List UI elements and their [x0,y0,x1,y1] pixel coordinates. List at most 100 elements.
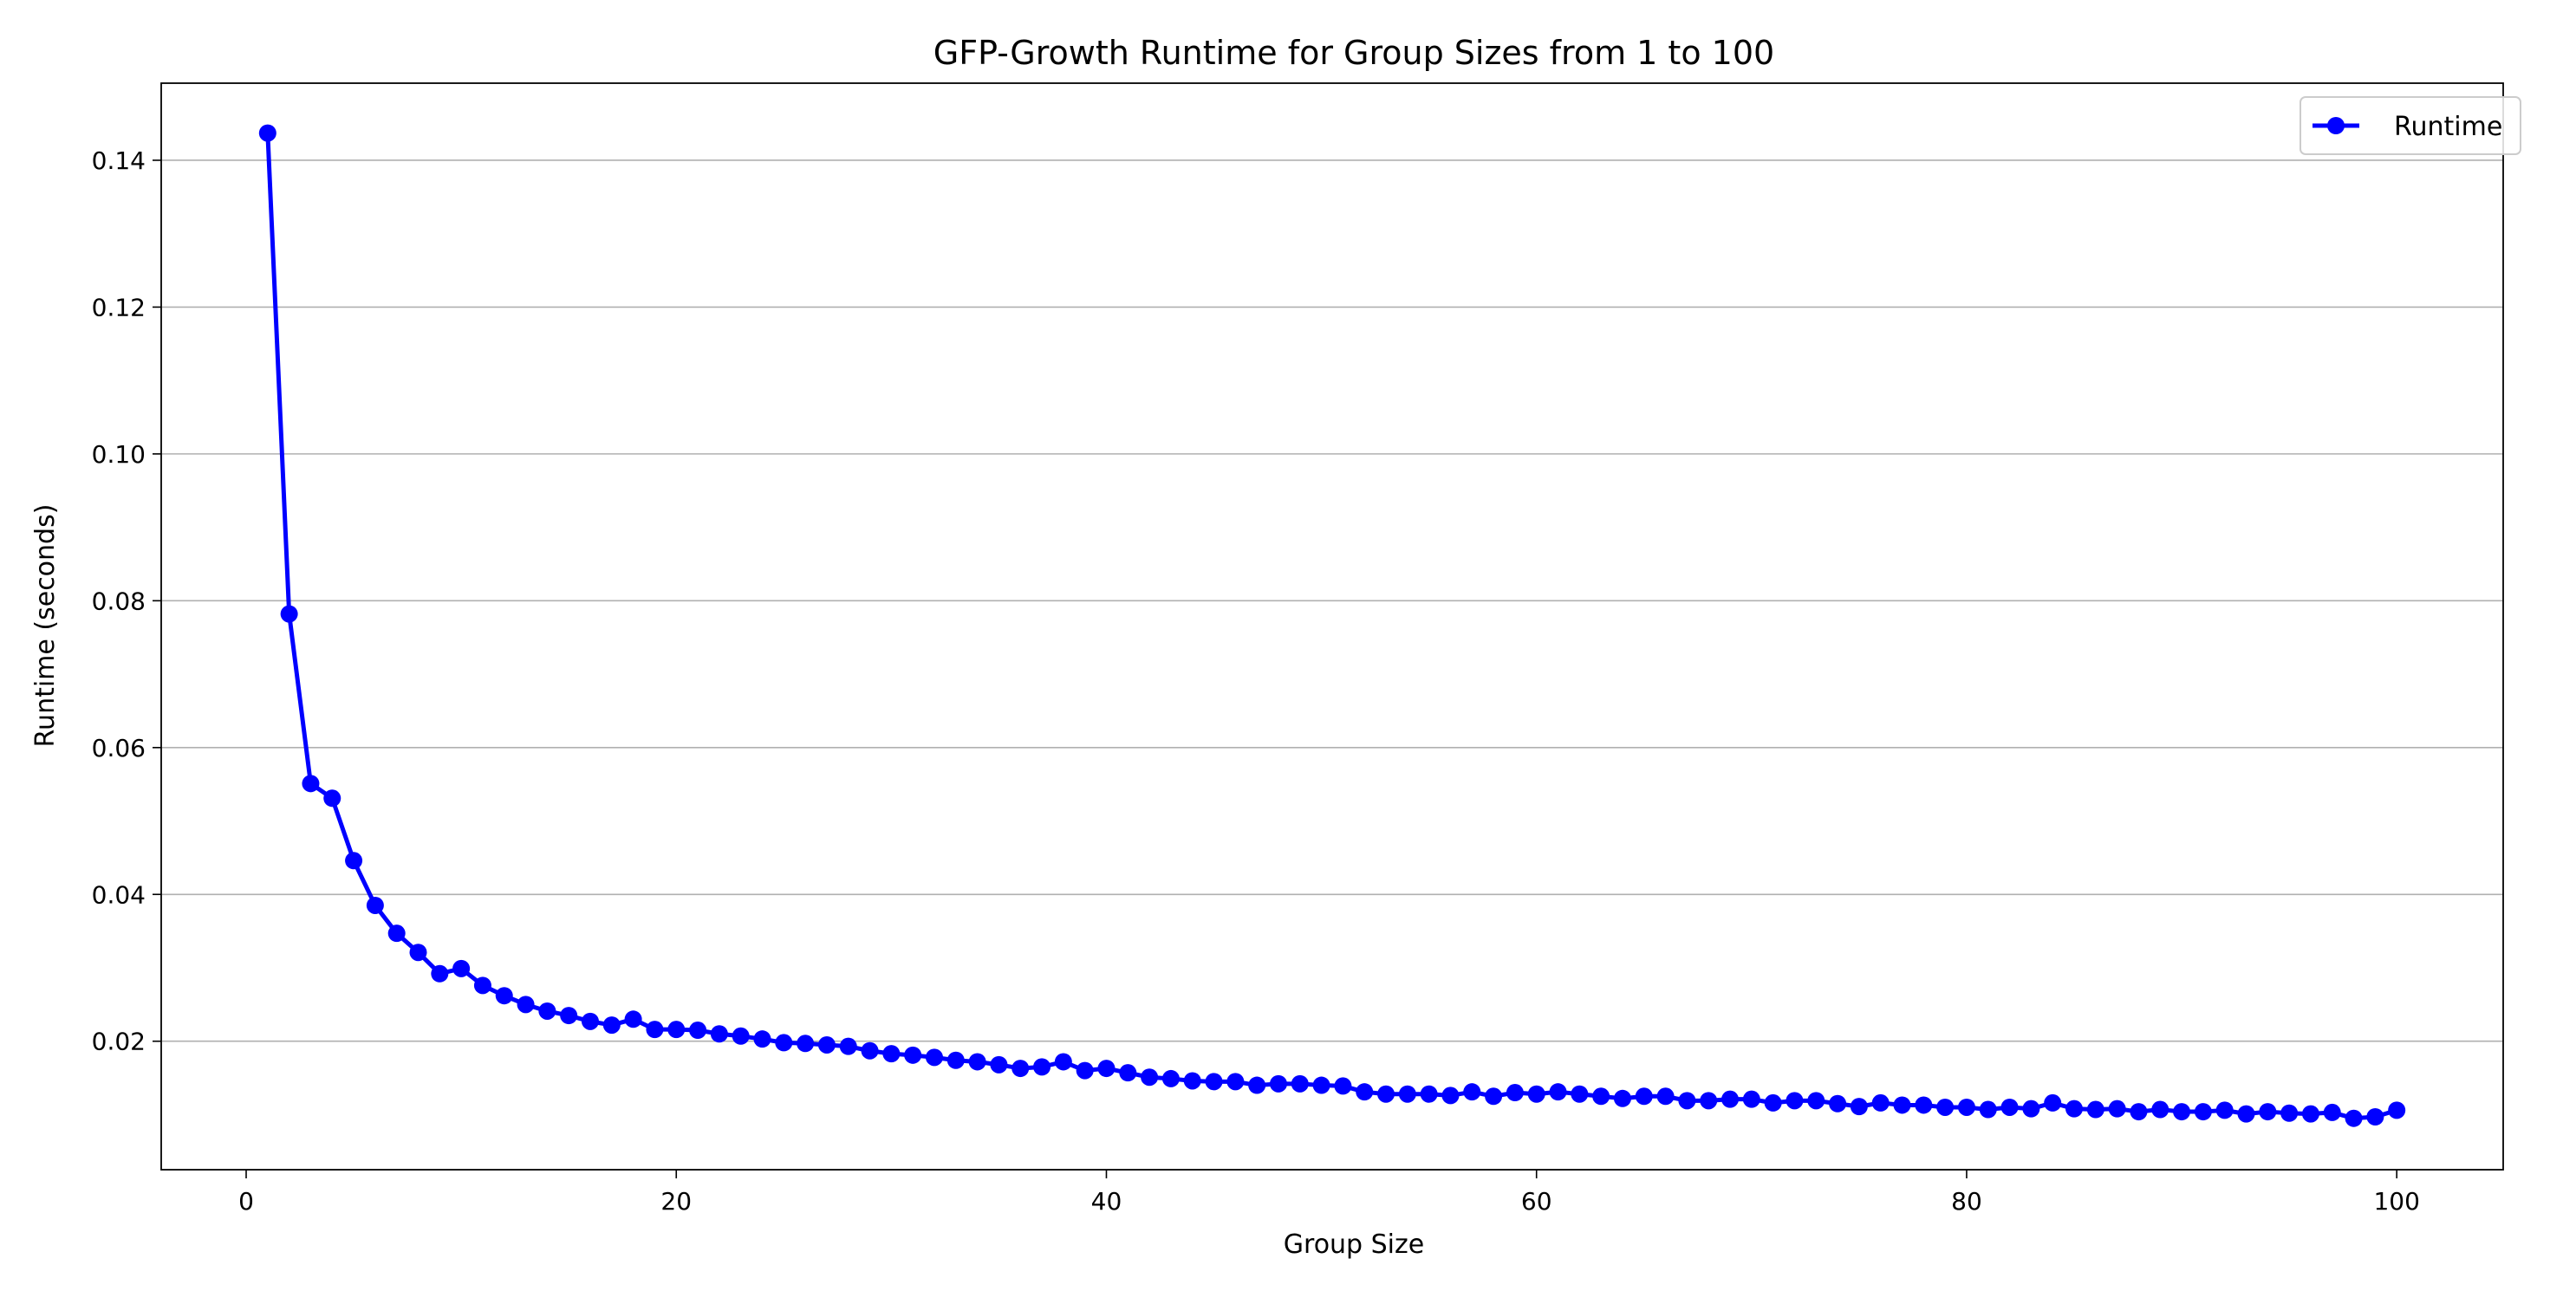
data-point [689,1022,707,1040]
series-runtime [258,124,2406,1127]
x-tick-label: 60 [1521,1187,1552,1216]
data-point [1807,1092,1825,1110]
data-point [1871,1093,1890,1112]
data-point [2065,1100,2084,1118]
data-point [1291,1074,1309,1093]
data-point [1463,1083,1481,1101]
data-point [925,1048,943,1067]
data-point [1183,1072,1201,1090]
data-point [517,996,535,1014]
data-point [1312,1076,1330,1094]
data-point [1161,1069,1180,1087]
data-point [1764,1093,1782,1112]
data-point [1527,1085,1545,1103]
data-point [2259,1103,2277,1121]
data-point [366,896,384,914]
y-tick-label: 0.04 [92,880,146,909]
data-point [431,964,449,983]
data-point [1226,1073,1245,1091]
data-point [538,1002,556,1020]
data-point [2130,1103,2148,1121]
data-point [968,1053,986,1071]
x-tick-label: 0 [238,1187,254,1216]
data-point [2000,1098,2019,1116]
data-point [1119,1064,1137,1082]
data-point [387,924,406,943]
data-point [2108,1100,2126,1118]
y-axis-label: Runtime (seconds) [30,504,61,748]
data-point [1656,1087,1675,1106]
data-point [1613,1089,1631,1107]
y-tick-label: 0.02 [92,1028,146,1056]
data-point [1398,1085,1416,1103]
data-point [861,1041,879,1060]
data-point [2237,1105,2255,1123]
data-point [2173,1103,2191,1121]
data-point [2194,1103,2212,1121]
data-point [2215,1101,2234,1119]
data-point [1829,1094,1847,1113]
data-point [1957,1098,1975,1116]
x-tick-label: 20 [660,1187,692,1216]
data-point [1356,1083,1374,1101]
data-point [452,959,471,977]
data-point [1915,1096,1933,1114]
y-tick-label: 0.10 [92,440,146,469]
data-point [1635,1087,1653,1106]
data-point [1334,1077,1352,1095]
data-point [1097,1060,1116,1078]
data-point [2280,1104,2299,1122]
data-point [1678,1092,1696,1110]
y-tick-label: 0.08 [92,587,146,615]
data-point [839,1037,857,1055]
data-point [904,1046,922,1064]
data-point [1506,1084,1524,1102]
data-point [1786,1092,1804,1110]
data-point [1420,1085,1438,1103]
data-point [667,1021,686,1039]
data-point [732,1027,750,1045]
data-point [602,1016,621,1035]
data-point [1012,1060,1030,1078]
data-point [624,1010,642,1028]
data-point [473,976,491,995]
data-point [946,1051,965,1069]
gridlines [161,159,2503,1042]
data-point [2323,1103,2341,1121]
data-point [1571,1085,1589,1103]
data-point [710,1025,728,1043]
data-point [560,1007,578,1025]
data-point [280,605,298,623]
data-point [1592,1087,1610,1106]
data-point [1485,1087,1503,1106]
data-point [302,775,320,793]
y-tick-label: 0.14 [92,146,146,175]
data-point [1700,1092,1718,1110]
data-point [2044,1093,2062,1112]
data-point [2366,1107,2384,1126]
data-point [323,789,342,808]
data-point [1141,1068,1159,1087]
data-point [1742,1090,1760,1108]
data-point [1893,1096,1911,1114]
data-point [753,1030,771,1048]
data-point [1721,1090,1740,1108]
y-tick-label: 0.12 [92,293,146,321]
data-point [1205,1073,1223,1091]
data-point [1549,1083,1567,1101]
data-point [345,852,363,870]
data-point [1054,1053,1072,1071]
data-point [409,944,427,962]
data-point [1979,1100,1997,1119]
data-point [258,124,276,142]
legend-marker-swatch [2327,117,2345,134]
x-axis-label: Group Size [1284,1229,1424,1260]
x-tick-label: 100 [2373,1187,2419,1216]
x-tick-label: 80 [1951,1187,1982,1216]
plot-frame [160,82,2504,1171]
data-point [817,1035,836,1054]
x-tick-label: 40 [1091,1187,1122,1216]
